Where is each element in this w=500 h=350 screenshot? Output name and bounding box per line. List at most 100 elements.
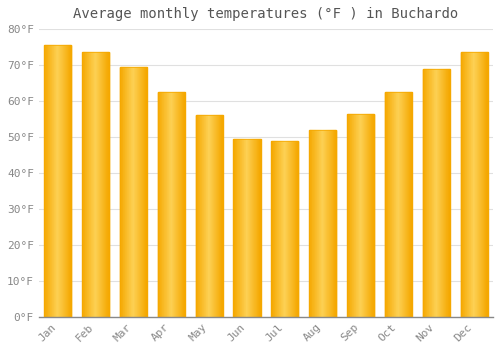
Bar <box>136 67 137 317</box>
Bar <box>51 45 52 317</box>
Bar <box>364 114 366 317</box>
Bar <box>361 114 362 317</box>
Bar <box>324 130 325 317</box>
Bar <box>134 67 135 317</box>
Bar <box>436 69 437 317</box>
Bar <box>212 116 213 317</box>
Bar <box>285 141 286 317</box>
Bar <box>106 52 107 317</box>
Bar <box>247 139 248 317</box>
Bar <box>146 67 147 317</box>
Bar <box>46 45 47 317</box>
Bar <box>179 92 180 317</box>
Bar <box>460 52 488 317</box>
Bar <box>166 92 167 317</box>
Bar <box>473 52 474 317</box>
Bar <box>64 45 65 317</box>
Bar <box>296 141 297 317</box>
Bar <box>238 139 239 317</box>
Bar <box>101 52 102 317</box>
Bar <box>438 69 439 317</box>
Bar <box>56 45 57 317</box>
Bar <box>66 45 68 317</box>
Bar <box>140 67 141 317</box>
Bar <box>474 52 475 317</box>
Bar <box>472 52 473 317</box>
Bar <box>255 139 256 317</box>
Bar <box>311 130 312 317</box>
Bar <box>347 114 348 317</box>
Bar <box>97 52 98 317</box>
Bar <box>461 52 462 317</box>
Bar <box>310 130 311 317</box>
Bar <box>234 139 236 317</box>
Bar <box>463 52 464 317</box>
Bar <box>395 92 396 317</box>
Bar <box>327 130 328 317</box>
Bar <box>65 45 66 317</box>
Bar <box>329 130 330 317</box>
Bar <box>386 92 387 317</box>
Bar <box>390 92 391 317</box>
Bar <box>68 45 70 317</box>
Bar <box>477 52 478 317</box>
Bar <box>294 141 295 317</box>
Bar <box>479 52 480 317</box>
Bar <box>245 139 246 317</box>
Bar <box>57 45 58 317</box>
Bar <box>100 52 101 317</box>
Bar <box>282 141 283 317</box>
Bar <box>429 69 430 317</box>
Bar <box>468 52 469 317</box>
Bar <box>286 141 287 317</box>
Bar <box>53 45 54 317</box>
Bar <box>209 116 210 317</box>
Bar <box>483 52 484 317</box>
Bar <box>312 130 313 317</box>
Bar <box>440 69 441 317</box>
Bar <box>137 67 138 317</box>
Bar <box>128 67 130 317</box>
Bar <box>283 141 284 317</box>
Bar <box>439 69 440 317</box>
Bar <box>404 92 405 317</box>
Bar <box>422 69 424 317</box>
Bar <box>248 139 249 317</box>
Bar <box>244 139 245 317</box>
Bar <box>122 67 123 317</box>
Bar <box>250 139 251 317</box>
Bar <box>241 139 242 317</box>
Bar <box>44 45 72 317</box>
Bar <box>290 141 291 317</box>
Bar <box>356 114 357 317</box>
Bar <box>184 92 185 317</box>
Bar <box>448 69 449 317</box>
Bar <box>482 52 483 317</box>
Bar <box>196 116 223 317</box>
Bar <box>322 130 324 317</box>
Bar <box>442 69 443 317</box>
Bar <box>135 67 136 317</box>
Bar <box>234 139 260 317</box>
Bar <box>90 52 91 317</box>
Bar <box>320 130 322 317</box>
Bar <box>254 139 255 317</box>
Bar <box>291 141 292 317</box>
Bar <box>399 92 400 317</box>
Bar <box>485 52 486 317</box>
Bar <box>50 45 51 317</box>
Bar <box>158 92 159 317</box>
Bar <box>351 114 352 317</box>
Bar <box>355 114 356 317</box>
Bar <box>104 52 105 317</box>
Bar <box>88 52 89 317</box>
Bar <box>422 69 450 317</box>
Bar <box>47 45 48 317</box>
Bar <box>220 116 222 317</box>
Bar <box>201 116 202 317</box>
Bar <box>182 92 183 317</box>
Bar <box>385 92 386 317</box>
Bar <box>313 130 314 317</box>
Bar <box>170 92 172 317</box>
Bar <box>446 69 447 317</box>
